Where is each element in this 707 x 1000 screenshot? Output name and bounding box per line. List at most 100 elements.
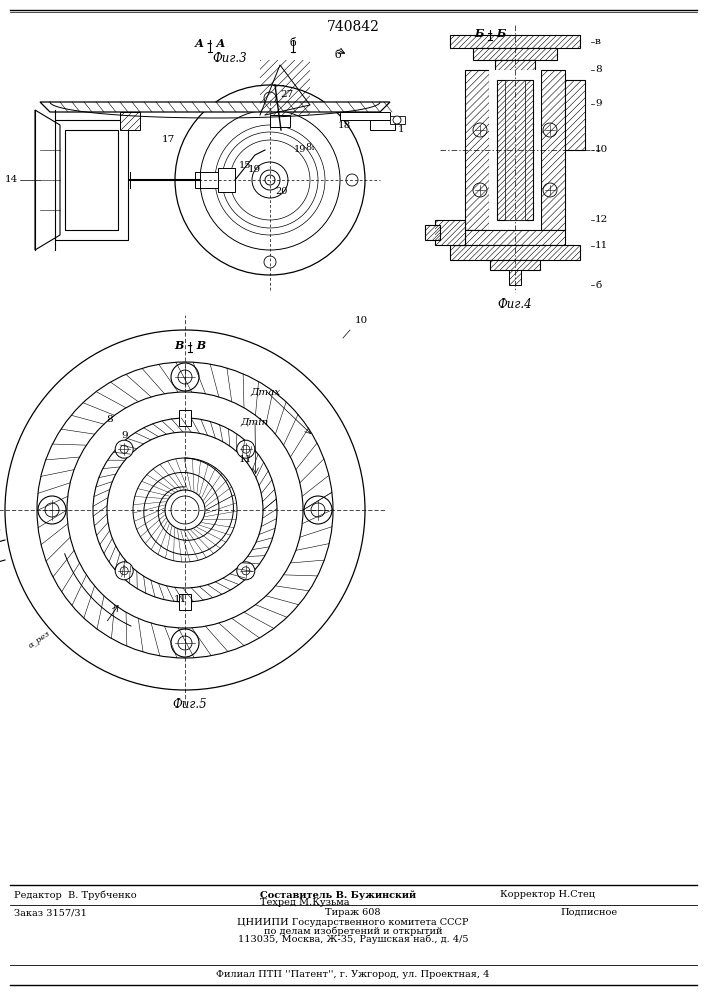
Polygon shape: [489, 70, 541, 230]
Text: 11: 11: [595, 241, 608, 250]
Text: 1: 1: [398, 125, 404, 134]
Text: 11: 11: [173, 595, 187, 604]
Text: 15: 15: [239, 160, 251, 169]
Circle shape: [200, 110, 340, 250]
Circle shape: [237, 562, 255, 580]
Text: Дmax: Дmax: [250, 387, 280, 396]
Text: Составитель В. Бужинский: Составитель В. Бужинский: [260, 890, 416, 900]
Text: 9: 9: [595, 100, 602, 108]
Text: В – В: В – В: [174, 340, 206, 351]
Polygon shape: [495, 60, 535, 70]
Circle shape: [304, 496, 332, 524]
Circle shape: [171, 363, 199, 391]
Polygon shape: [218, 168, 235, 192]
Polygon shape: [435, 220, 465, 245]
Polygon shape: [40, 102, 390, 112]
Text: 113035, Москва, Ж-35, Раушская наб., д. 4/5: 113035, Москва, Ж-35, Раушская наб., д. …: [238, 934, 468, 944]
Circle shape: [543, 183, 557, 197]
Text: 19: 19: [294, 145, 306, 154]
Text: 11: 11: [238, 456, 252, 464]
Text: Фиг.5: Фиг.5: [173, 698, 207, 711]
Polygon shape: [120, 112, 140, 130]
Text: 8: 8: [107, 416, 113, 424]
Polygon shape: [425, 225, 440, 240]
Circle shape: [242, 567, 250, 575]
Circle shape: [178, 370, 192, 384]
Circle shape: [120, 567, 128, 575]
Polygon shape: [179, 410, 191, 426]
Text: б: б: [290, 38, 296, 48]
Circle shape: [115, 440, 133, 458]
Polygon shape: [465, 70, 489, 230]
Text: 8₁: 8₁: [305, 143, 315, 152]
Polygon shape: [450, 35, 580, 48]
Polygon shape: [270, 115, 290, 127]
Polygon shape: [505, 80, 525, 220]
Text: Заказ 3157/31: Заказ 3157/31: [14, 908, 87, 917]
Text: 17: 17: [162, 135, 175, 144]
Polygon shape: [450, 245, 580, 260]
Circle shape: [178, 636, 192, 650]
Text: Подписное: Подписное: [560, 908, 617, 917]
Text: 20: 20: [276, 188, 288, 196]
Text: Редактор  В. Трубченко: Редактор В. Трубченко: [14, 890, 136, 900]
Polygon shape: [541, 70, 565, 230]
Text: 14: 14: [5, 176, 18, 184]
Circle shape: [252, 162, 288, 198]
Polygon shape: [35, 110, 60, 250]
Circle shape: [242, 445, 250, 453]
Circle shape: [260, 170, 280, 190]
Circle shape: [473, 183, 487, 197]
Text: 27: 27: [281, 90, 293, 99]
Circle shape: [265, 175, 275, 185]
Text: 19: 19: [248, 165, 262, 174]
Text: Техред М.Кузьма: Техред М.Кузьма: [260, 898, 349, 907]
Circle shape: [120, 445, 128, 453]
Circle shape: [543, 123, 557, 137]
Text: 10: 10: [355, 316, 368, 325]
Text: 9: 9: [122, 430, 128, 440]
Polygon shape: [497, 80, 533, 220]
Text: в: в: [595, 37, 601, 46]
Text: α_рез: α_рез: [28, 630, 52, 650]
Circle shape: [237, 440, 255, 458]
Polygon shape: [490, 260, 540, 270]
Polygon shape: [473, 48, 557, 60]
Text: Дmin: Дmin: [240, 418, 268, 426]
Circle shape: [38, 496, 66, 524]
Text: Филиал ПТП ''Патент'', г. Ужгород, ул. Проектная, 4: Филиал ПТП ''Патент'', г. Ужгород, ул. П…: [216, 970, 490, 979]
Circle shape: [264, 92, 276, 104]
Text: Б – Б: Б – Б: [474, 28, 506, 39]
Circle shape: [45, 503, 59, 517]
Polygon shape: [195, 172, 220, 188]
Text: 12: 12: [595, 216, 608, 225]
Circle shape: [264, 256, 276, 268]
Text: б: б: [595, 280, 601, 290]
Circle shape: [473, 123, 487, 137]
Polygon shape: [179, 594, 191, 610]
Text: ЦНИИПИ Государственного комитета СССР: ЦНИИПИ Государственного комитета СССР: [238, 918, 469, 927]
Text: б: б: [334, 50, 341, 60]
Polygon shape: [390, 116, 405, 124]
Circle shape: [175, 85, 365, 275]
Circle shape: [311, 503, 325, 517]
Circle shape: [393, 116, 401, 124]
Text: по делам изобретений и открытий: по делам изобретений и открытий: [264, 926, 443, 936]
Text: Корректор Н.Стец: Корректор Н.Стец: [500, 890, 595, 899]
Text: 740842: 740842: [327, 20, 380, 34]
Circle shape: [171, 629, 199, 657]
Text: 10: 10: [595, 145, 608, 154]
Circle shape: [346, 174, 358, 186]
Polygon shape: [509, 270, 521, 285]
Circle shape: [115, 562, 133, 580]
Text: Фиг.3: Фиг.3: [213, 52, 247, 65]
Polygon shape: [340, 112, 390, 120]
Text: А – А: А – А: [194, 38, 226, 49]
Text: Тираж 608: Тираж 608: [325, 908, 381, 917]
Polygon shape: [370, 120, 395, 130]
Polygon shape: [65, 130, 118, 230]
Text: 18: 18: [338, 120, 351, 129]
Polygon shape: [465, 230, 565, 245]
Polygon shape: [565, 80, 585, 150]
Text: 8: 8: [595, 66, 602, 75]
